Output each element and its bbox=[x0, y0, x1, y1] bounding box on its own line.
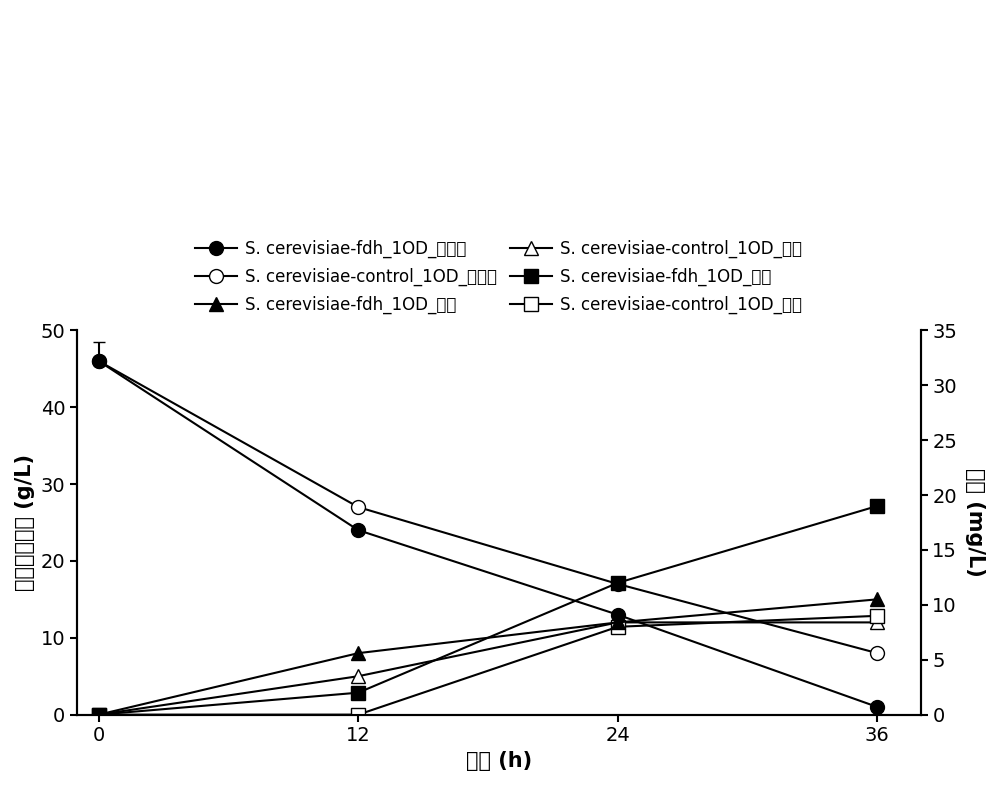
Y-axis label: 甲酸 (mg/L): 甲酸 (mg/L) bbox=[965, 468, 985, 577]
Y-axis label: 葡萄糖及乙醒 (g/L): 葡萄糖及乙醒 (g/L) bbox=[15, 454, 35, 591]
Legend: S. cerevisiae-fdh_1OD_葡萄糖, S. cerevisiae-control_1OD_葡萄糖, S. cerevisiae-fdh_1OD_: S. cerevisiae-fdh_1OD_葡萄糖, S. cerevisiae… bbox=[195, 240, 802, 314]
X-axis label: 时间 (h): 时间 (h) bbox=[466, 751, 532, 771]
